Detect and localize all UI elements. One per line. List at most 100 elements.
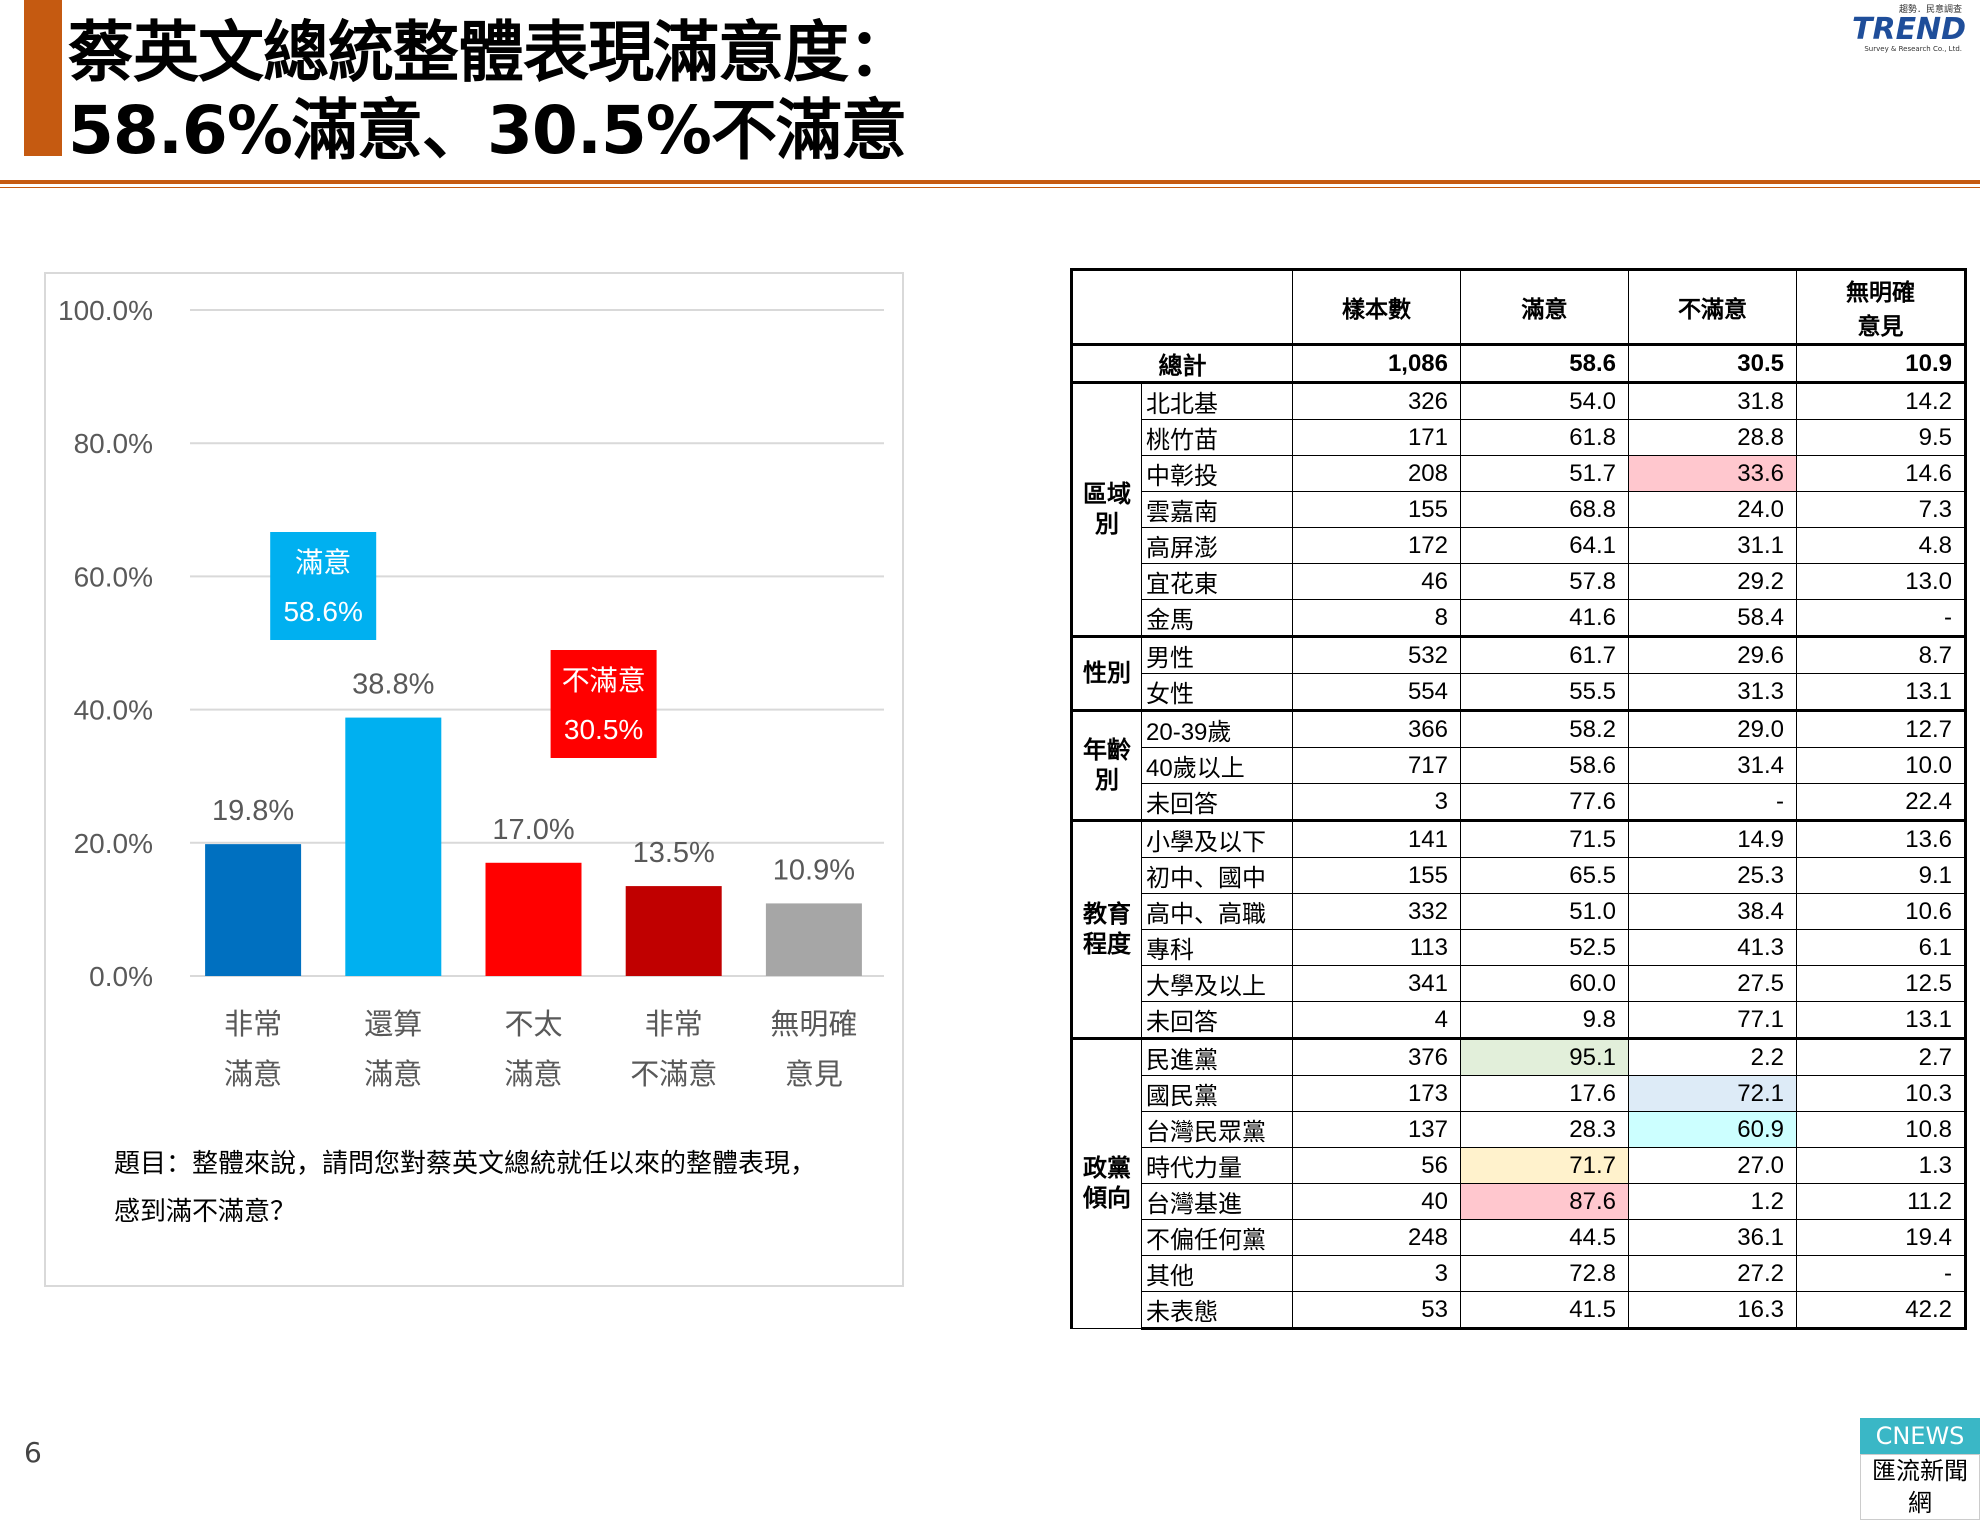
table-cell: 72.8: [1460, 1255, 1629, 1292]
row-label: 金馬: [1141, 599, 1293, 637]
row-label: 男性: [1141, 635, 1293, 674]
row-label: 桃竹苗: [1141, 419, 1293, 456]
table-row: 女性 554 55.5 31.3 13.1: [1072, 673, 1967, 711]
row-label: 國民黨: [1141, 1075, 1293, 1112]
bar-value-label: 17.0%: [492, 814, 574, 846]
table-row: 教育 程度 小學及以下 141 71.5 14.9 13.6: [1070, 819, 1967, 1039]
table-cell: 40: [1292, 1183, 1461, 1220]
table-cell: 87.6: [1460, 1183, 1629, 1220]
table-row: 國民黨 173 17.6 72.1 10.3: [1072, 1075, 1967, 1112]
row-label: 專科: [1141, 929, 1293, 966]
table-cell: 3: [1292, 1255, 1461, 1292]
table-cell: 27.0: [1628, 1147, 1797, 1184]
question-line-1: 題目：整體來說，請問您對蔡英文總統就任以來的整體表現，: [114, 1149, 817, 1179]
column-header-line: 無明確: [1846, 279, 1915, 305]
column-header-line: 意見: [1857, 313, 1904, 339]
table-cell: 10.8: [1796, 1111, 1967, 1148]
x-tick-label: 不太: [504, 1008, 562, 1041]
group-label-line: 區域: [1083, 480, 1131, 508]
table-cell: 24.0: [1628, 491, 1797, 528]
table-row: 宜花東 46 57.8 29.2 13.0: [1072, 563, 1967, 600]
group-label-line: 別: [1095, 510, 1119, 538]
table-cell: 28.3: [1460, 1111, 1629, 1148]
table-cell: 8: [1292, 599, 1461, 637]
survey-question: 題目：整體來說，請問您對蔡英文總統就任以來的整體表現， 感到滿不滿意？: [114, 1140, 884, 1236]
table-cell: 58.2: [1460, 709, 1629, 748]
table-cell: 13.0: [1796, 563, 1967, 600]
table-cell: 155: [1292, 857, 1461, 894]
table-cell: 31.4: [1628, 747, 1797, 784]
row-label: 未回答: [1141, 1001, 1293, 1039]
table-cell: 38.4: [1628, 893, 1797, 930]
group-label: 區域別: [1070, 382, 1142, 637]
group-label-line: 政黨: [1083, 1155, 1131, 1182]
x-tick-label: 無明確: [770, 1008, 857, 1041]
table-cell: 9.5: [1796, 419, 1967, 456]
table-row: 未回答 4 9.8 77.1 13.1: [1072, 1001, 1967, 1039]
table-cell: 44.5: [1460, 1219, 1629, 1256]
table-row: 大學及以上 341 60.0 27.5 12.5: [1072, 965, 1967, 1002]
table-cell: 13.6: [1796, 819, 1967, 858]
row-label: 20-39歲: [1141, 709, 1293, 748]
table-cell: 10.6: [1796, 893, 1967, 930]
table-cell: 64.1: [1460, 527, 1629, 564]
title-divider: [0, 180, 1980, 184]
table-cell: 46: [1292, 563, 1461, 600]
table-cell: 532: [1292, 635, 1461, 674]
total-label: 總計: [1070, 344, 1293, 384]
bar: [205, 844, 302, 976]
table-cell: 332: [1292, 893, 1461, 930]
total-row: 總計 1,086 58.6 30.5 10.9: [1070, 344, 1967, 384]
title-divider-thin: [0, 187, 1980, 188]
table-cell: 52.5: [1460, 929, 1629, 966]
column-header: 樣本數: [1292, 268, 1461, 346]
row-label: 雲嘉南: [1141, 491, 1293, 528]
group-label-line: 別: [1095, 766, 1119, 794]
table-cell: 68.8: [1460, 491, 1629, 528]
row-label: 台灣基進: [1141, 1183, 1293, 1220]
chart-panel: 0.0% 20.0% 40.0% 60.0% 80.0% 100.0% 19.8% 非常 滿意 3…: [44, 272, 904, 1287]
column-header-line: 不滿意: [1678, 296, 1747, 322]
table-cell: 4: [1292, 1001, 1461, 1039]
table-cell: 31.8: [1628, 382, 1797, 420]
y-tick-label: 20.0%: [74, 828, 153, 859]
trend-logo: 趨勢．民意調查 TREND Survey & Research Co., Ltd…: [1852, 2, 1966, 53]
table-cell: -: [1796, 1255, 1967, 1292]
table-row: 年齡別 20-39歲 366 58.2 29.0 12.7: [1070, 709, 1967, 821]
column-header: 滿意: [1460, 268, 1629, 346]
table-cell: 77.6: [1460, 783, 1629, 821]
table-row: 政黨 傾向 民進黨 376 95.1 2.2 2.7: [1070, 1037, 1967, 1329]
table-cell: 172: [1292, 527, 1461, 564]
table-cell: 12.7: [1796, 709, 1967, 748]
table-cell: 31.1: [1628, 527, 1797, 564]
table-row: 專科 113 52.5 41.3 6.1: [1072, 929, 1967, 966]
table-cell: 22.4: [1796, 783, 1967, 821]
table-cell: 57.8: [1460, 563, 1629, 600]
table-cell: 366: [1292, 709, 1461, 748]
table-cell: 56: [1292, 1147, 1461, 1184]
table-row: 台灣民眾黨 137 28.3 60.9 10.8: [1072, 1111, 1967, 1148]
annotation-value: 58.6%: [283, 596, 362, 627]
table-cell: 65.5: [1460, 857, 1629, 894]
row-label: 大學及以上: [1141, 965, 1293, 1002]
row-label: 不偏任何黨: [1141, 1219, 1293, 1256]
annotation-label: 不滿意: [562, 665, 646, 696]
column-header-line: 樣本數: [1342, 296, 1411, 322]
table-cell: 29.0: [1628, 709, 1797, 748]
table-cell: 27.2: [1628, 1255, 1797, 1292]
row-label: 台灣民眾黨: [1141, 1111, 1293, 1148]
table-cell: 29.6: [1628, 635, 1797, 674]
y-tick-label: 80.0%: [74, 428, 153, 459]
table-cell: 51.7: [1460, 455, 1629, 492]
x-tick-label: 滿意: [504, 1058, 562, 1091]
table-row: 初中、國中 155 65.5 25.3 9.1: [1072, 857, 1967, 894]
table-cell: 326: [1292, 382, 1461, 420]
table-cell: 717: [1292, 747, 1461, 784]
table-cell: 155: [1292, 491, 1461, 528]
table-cell: 28.8: [1628, 419, 1797, 456]
table-cell: 13.1: [1796, 1001, 1967, 1039]
table-cell: 341: [1292, 965, 1461, 1002]
y-tick-label: 40.0%: [74, 695, 153, 726]
x-tick-label: 還算: [364, 1008, 422, 1041]
table-row: 不偏任何黨 248 44.5 36.1 19.4: [1072, 1219, 1967, 1256]
